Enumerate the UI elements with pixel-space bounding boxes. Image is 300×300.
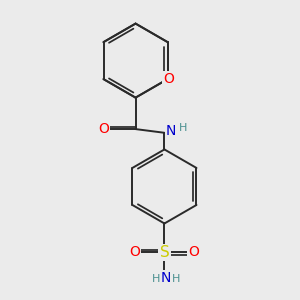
Text: O: O [163, 72, 174, 86]
Text: N: N [166, 124, 176, 138]
Text: O: O [129, 245, 140, 259]
Text: N: N [161, 271, 172, 285]
Text: S: S [160, 245, 169, 260]
Text: O: O [98, 122, 109, 136]
Text: O: O [189, 245, 200, 259]
Text: H: H [172, 274, 181, 284]
Text: H: H [179, 123, 187, 133]
Text: H: H [152, 274, 160, 284]
